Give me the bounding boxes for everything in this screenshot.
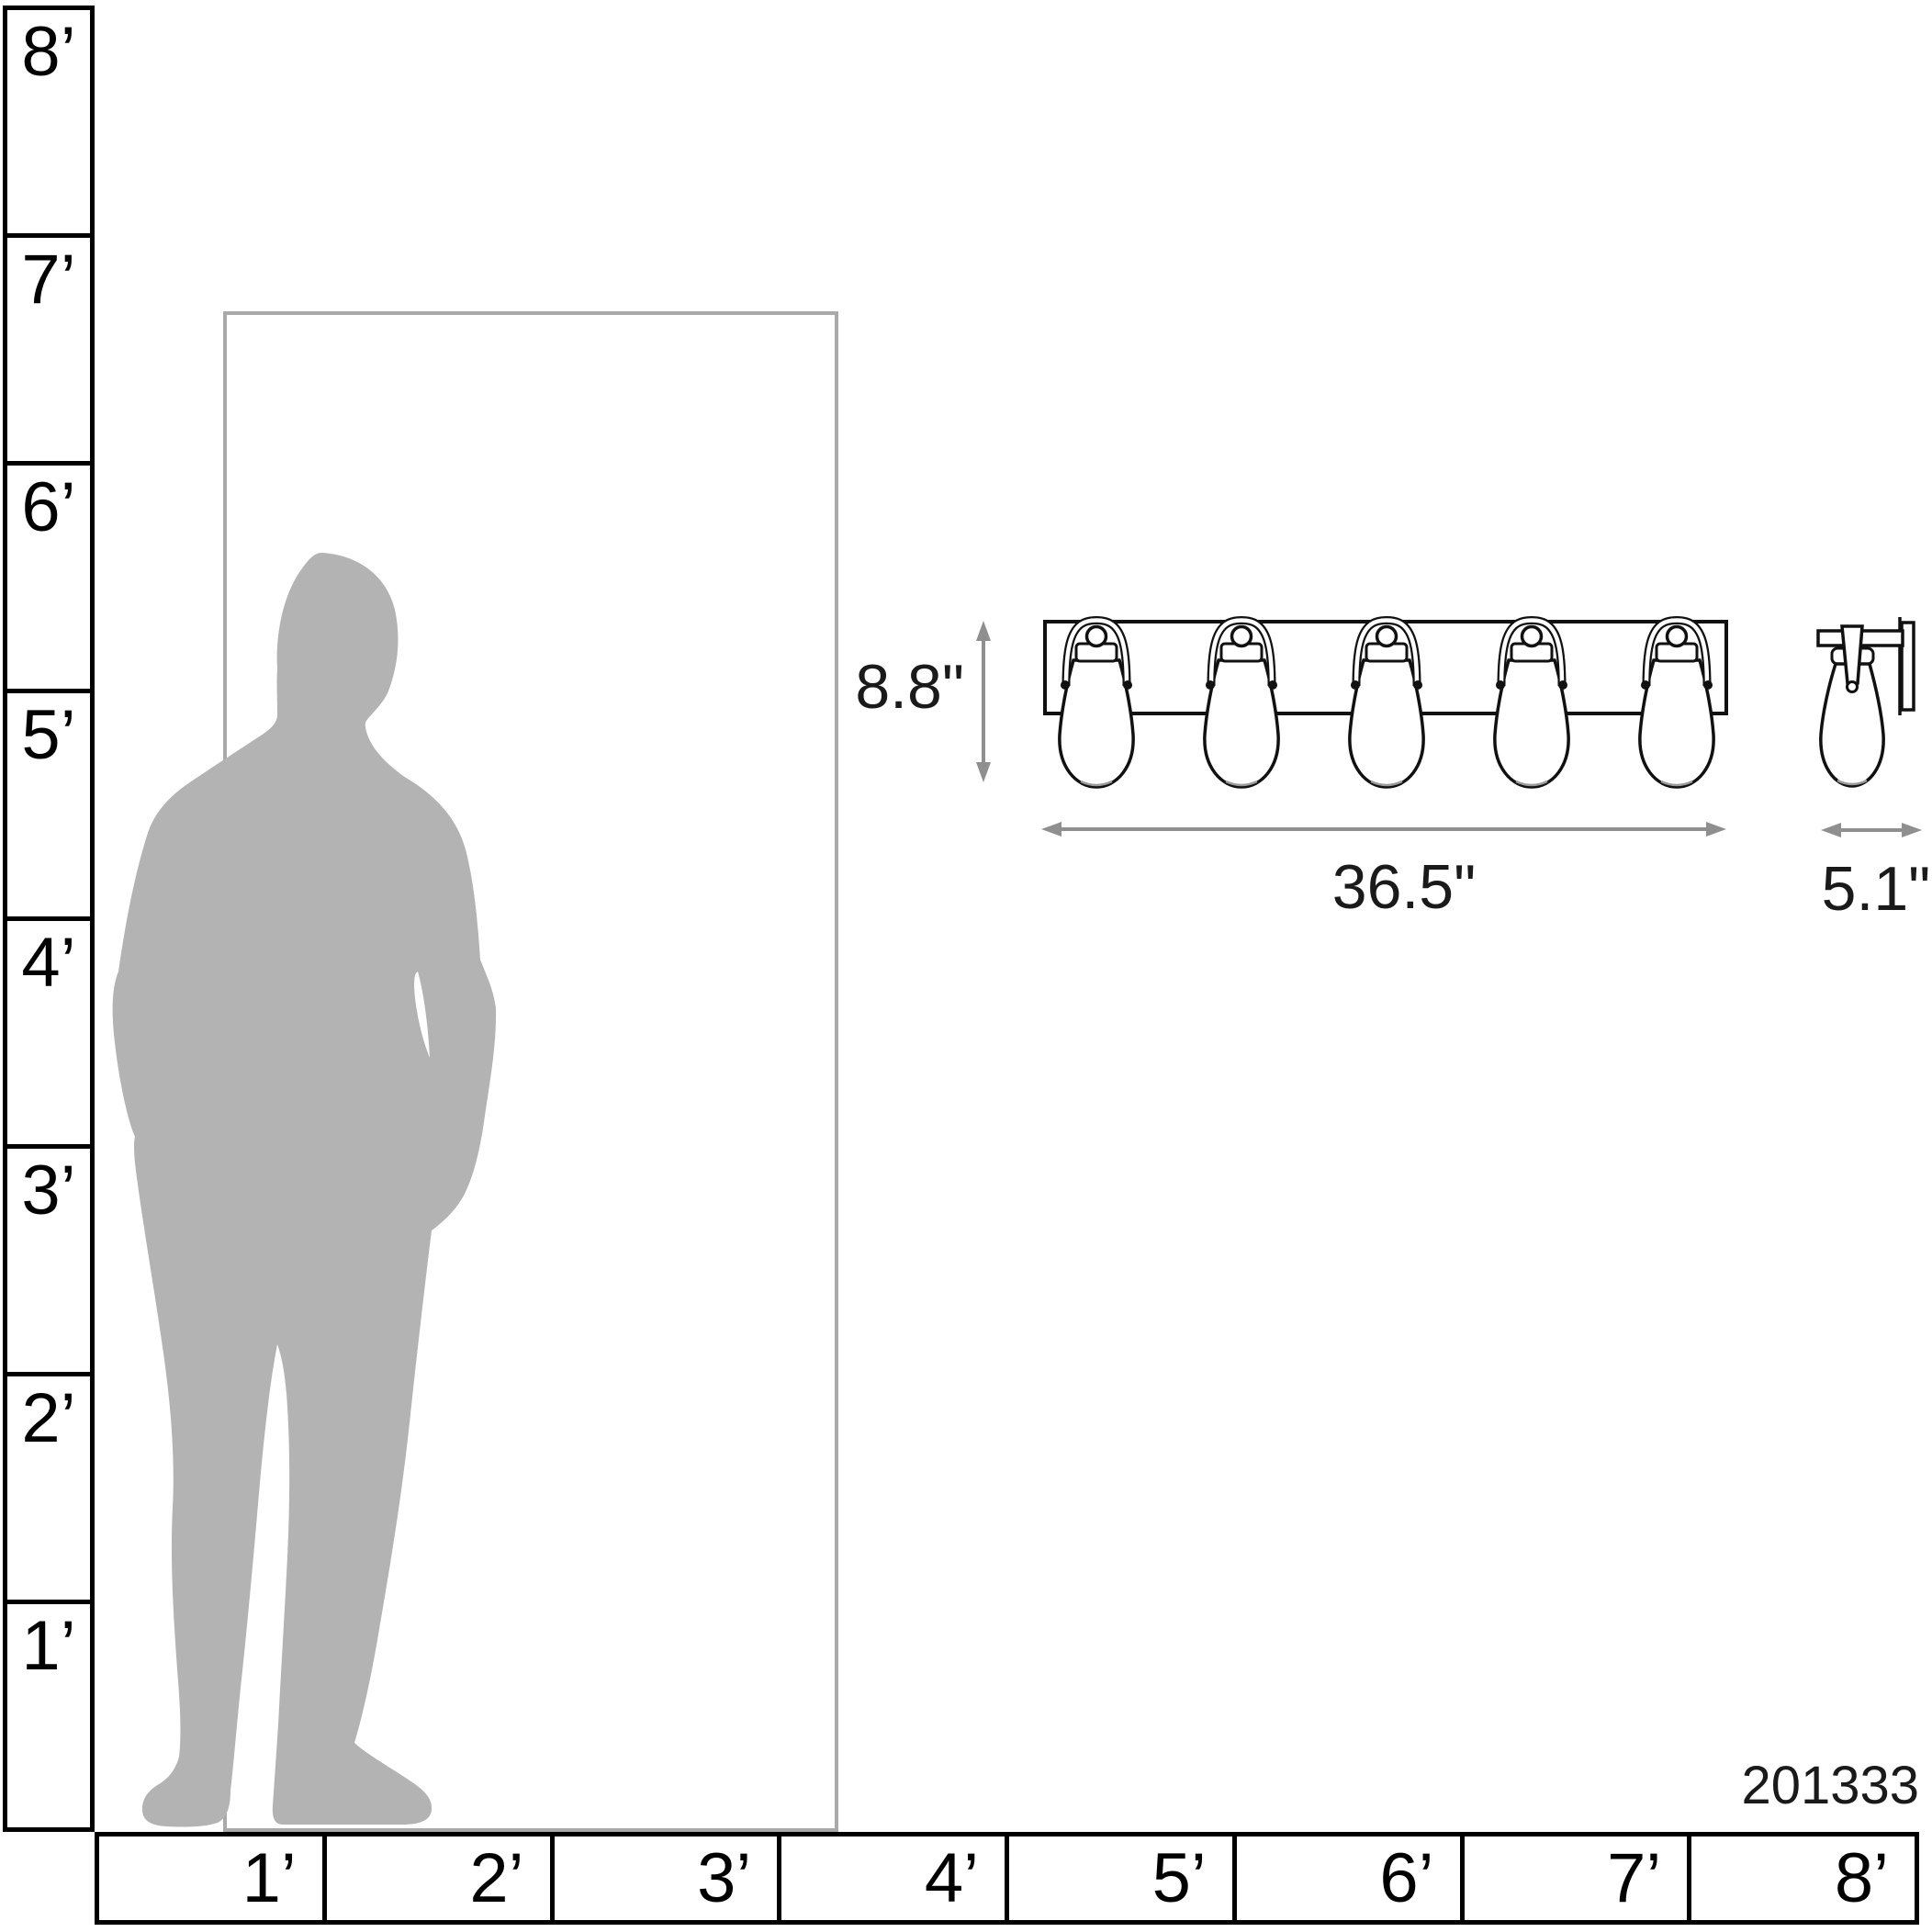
lamp-3	[1350, 621, 1423, 788]
horizontal-ruler-tick: 6’	[1237, 1837, 1465, 1920]
vertical-ruler-tick: 8’	[7, 10, 90, 238]
vertical-ruler-tick: 3’	[7, 1149, 90, 1376]
depth-arrow	[1821, 823, 1922, 837]
horizontal-ruler: 1’ 2’ 3’ 4’ 5’ 6’ 7’ 8’	[95, 1832, 1919, 1925]
dimension-arrows	[976, 621, 1922, 837]
silhouette-armpit-gap	[414, 972, 430, 1058]
vertical-ruler: 8’ 7’ 6’ 5’ 4’ 3’ 2’ 1’	[3, 6, 95, 1832]
horizontal-ruler-tick: 8’	[1834, 1838, 1889, 1917]
lamp-4	[1495, 621, 1568, 788]
vertical-ruler-tick: 4’	[7, 921, 90, 1149]
wall-plate	[1900, 621, 1915, 712]
vertical-ruler-tick: 6’	[7, 466, 90, 693]
vertical-ruler-tick: 1’	[21, 1607, 76, 1685]
side-knob	[1846, 680, 1859, 693]
fixture-front-view	[1043, 621, 1728, 788]
lamp-5	[1640, 621, 1713, 788]
product-number: 201333	[1741, 1756, 1919, 1815]
vanity-fixture-drawing	[976, 606, 1922, 837]
lamp-1	[1060, 621, 1133, 788]
lamp-2	[1205, 621, 1278, 788]
height-arrow	[976, 621, 991, 782]
horizontal-ruler-tick: 7’	[1465, 1837, 1692, 1920]
horizontal-ruler-tick: 2’	[327, 1837, 555, 1920]
horizontal-ruler-tick: 3’	[555, 1837, 782, 1920]
height-dimension-label: 8.8"	[855, 652, 964, 722]
horizontal-ruler-tick: 1’	[99, 1837, 327, 1920]
side-shade	[1819, 662, 1885, 788]
vertical-ruler-tick: 2’	[7, 1376, 90, 1604]
width-arrow	[1041, 822, 1726, 837]
vertical-ruler-tick: 5’	[7, 693, 90, 921]
width-dimension-label: 36.5"	[1331, 852, 1477, 922]
silhouette-body	[112, 553, 497, 1827]
side-stem	[1840, 624, 1864, 685]
depth-dimension-label: 5.1"	[1821, 854, 1931, 924]
vertical-ruler-tick: 7’	[7, 238, 90, 466]
person-silhouette-icon	[112, 553, 497, 1827]
horizontal-ruler-tick: 5’	[1009, 1837, 1237, 1920]
fixture-side-view	[1816, 617, 1915, 788]
horizontal-ruler-tick: 4’	[781, 1837, 1009, 1920]
